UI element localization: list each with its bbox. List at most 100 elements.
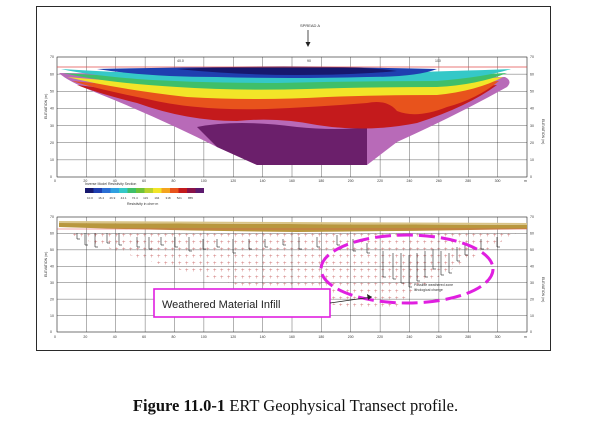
y-tick-label: 0 xyxy=(530,330,532,334)
legend-value: 10.0 xyxy=(87,196,93,200)
x-tick-label: 140 xyxy=(260,179,266,183)
legend-subtitle: Resistivity in ohm·m xyxy=(127,202,158,206)
ert-figure: + 02040608010012014016018020022024026028… xyxy=(44,23,545,339)
x-tick-label: 240 xyxy=(407,179,413,183)
y-tick-label: 60 xyxy=(50,232,54,236)
possible-zone-note-line1: Possible weathered zone xyxy=(414,283,453,287)
y-tick-label: 60 xyxy=(530,232,534,236)
bottom-right-axis-title: ELEVATION (m) xyxy=(541,277,545,302)
x-tick-label: 260 xyxy=(436,335,442,339)
y-tick-label: 10 xyxy=(530,158,534,162)
layer-navy-core xyxy=(177,66,397,75)
y-tick-label: 0 xyxy=(50,175,52,179)
x-tick-label: 300 xyxy=(495,179,501,183)
bottom-left-axis-title: ELEVATION (m) xyxy=(44,252,48,277)
callout-box xyxy=(153,288,331,318)
legend-value: 318 xyxy=(166,196,171,200)
y-tick-label: 70 xyxy=(530,215,534,219)
top-axis-label-2: 90 xyxy=(307,59,311,63)
legend-value: 521 xyxy=(177,196,182,200)
callout-label: Weathered Material Infill xyxy=(162,299,280,311)
top-left-axis-title: ELEVATION (m) xyxy=(44,94,48,119)
x-tick-label: 180 xyxy=(318,335,324,339)
x-tick-label: 140 xyxy=(260,335,266,339)
legend-swatch xyxy=(178,188,187,193)
legend-swatch xyxy=(144,188,153,193)
legend-swatch xyxy=(136,188,145,193)
y-tick-label: 10 xyxy=(50,158,54,162)
y-tick-label: 10 xyxy=(530,314,534,318)
y-tick-label: 10 xyxy=(50,314,54,318)
legend-value: 44.1 xyxy=(121,196,127,200)
y-tick-label: 0 xyxy=(50,330,52,334)
x-tick-label: 100 xyxy=(201,335,207,339)
x-tick-label: 120 xyxy=(230,335,236,339)
legend-swatch xyxy=(110,188,119,193)
y-tick-label: 40 xyxy=(530,264,534,268)
y-tick-label: 50 xyxy=(50,89,54,93)
x-tick-label: 160 xyxy=(289,179,295,183)
y-tick-label: 40 xyxy=(50,264,54,268)
legend-value: 72.4 xyxy=(132,196,138,200)
x-tick-label: m xyxy=(524,179,527,183)
y-tick-label: 30 xyxy=(50,124,54,128)
ert-section-panel: 0 20 40 60 80 100 120 140 160 180 200 220 240 260 280 3… xyxy=(44,23,545,183)
legend-swatch xyxy=(119,188,128,193)
callout-arrow xyxy=(329,296,373,304)
x-tick-label: 0 xyxy=(54,179,56,183)
y-tick-label: 50 xyxy=(530,248,534,252)
y-tick-label: 30 xyxy=(530,124,534,128)
legend-swatch xyxy=(127,188,136,193)
x-tick-label: 220 xyxy=(377,179,383,183)
x-tick-label: 80 xyxy=(172,179,176,183)
x-tick-label: 280 xyxy=(465,179,471,183)
legend-swatch xyxy=(153,188,162,193)
y-tick-label: 20 xyxy=(530,141,534,145)
legend-title: Inverse Model Resistivity Section xyxy=(85,182,136,186)
legend-value: 26.9 xyxy=(109,196,115,200)
topsoil-layer xyxy=(59,223,527,232)
y-tick-label: 60 xyxy=(530,72,534,76)
x-tick-label: 300 xyxy=(495,335,501,339)
callout-arrowhead xyxy=(367,294,372,300)
y-tick-label: 30 xyxy=(50,281,54,285)
x-tick-label: 80 xyxy=(172,335,176,339)
legend-value: 194 xyxy=(154,196,159,200)
top-marker-arrowhead xyxy=(305,42,311,47)
figure-frame: + 02040608010012014016018020022024026028… xyxy=(36,6,551,351)
legend-swatch xyxy=(195,188,204,193)
y-tick-label: 0 xyxy=(530,175,532,179)
possible-zone-note-line2: lithological change xyxy=(414,288,443,292)
x-tick-label: 200 xyxy=(348,335,354,339)
x-tick-label: 60 xyxy=(142,335,146,339)
resistivity-legend: Inverse Model Resistivity Section 10.0 16… xyxy=(85,182,204,206)
legend-swatch xyxy=(187,188,196,193)
legend-swatches: 10.0 16.4 26.9 44.1 72.4 119 194 318 521 855 xyxy=(85,188,204,200)
y-tick-label: 30 xyxy=(530,281,534,285)
topsoil-cap xyxy=(59,221,527,225)
y-tick-label: 20 xyxy=(50,141,54,145)
x-tick-label: 100 xyxy=(201,179,207,183)
legend-value: 119 xyxy=(143,196,148,200)
y-tick-label: 20 xyxy=(50,297,54,301)
y-tick-label: 70 xyxy=(50,55,54,59)
y-tick-label: 20 xyxy=(530,297,534,301)
x-tick-label: 40 xyxy=(113,335,117,339)
top-right-y-axis: 70 60 50 40 30 20 10 0 xyxy=(530,55,534,179)
x-tick-label: 260 xyxy=(436,179,442,183)
legend-swatch xyxy=(102,188,111,193)
x-tick-label: 120 xyxy=(230,179,236,183)
top-axis-label-3: 100 xyxy=(435,59,441,63)
top-marker-label: SPREAD A xyxy=(300,23,320,28)
x-tick-label: 200 xyxy=(348,179,354,183)
borehole-markers xyxy=(76,233,500,288)
y-tick-label: 70 xyxy=(50,215,54,219)
legend-value: 16.4 xyxy=(98,196,104,200)
top-right-axis-title: ELEVATION (m) xyxy=(541,119,545,144)
caption-label: Figure 11.0-1 xyxy=(132,396,226,415)
x-tick-label: 40 xyxy=(113,179,117,183)
legend-swatch xyxy=(93,188,102,193)
legend-swatch xyxy=(161,188,170,193)
bottom-right-y-axis: 70 60 50 40 30 20 10 0 xyxy=(530,215,534,334)
x-tick-label: 60 xyxy=(142,179,146,183)
